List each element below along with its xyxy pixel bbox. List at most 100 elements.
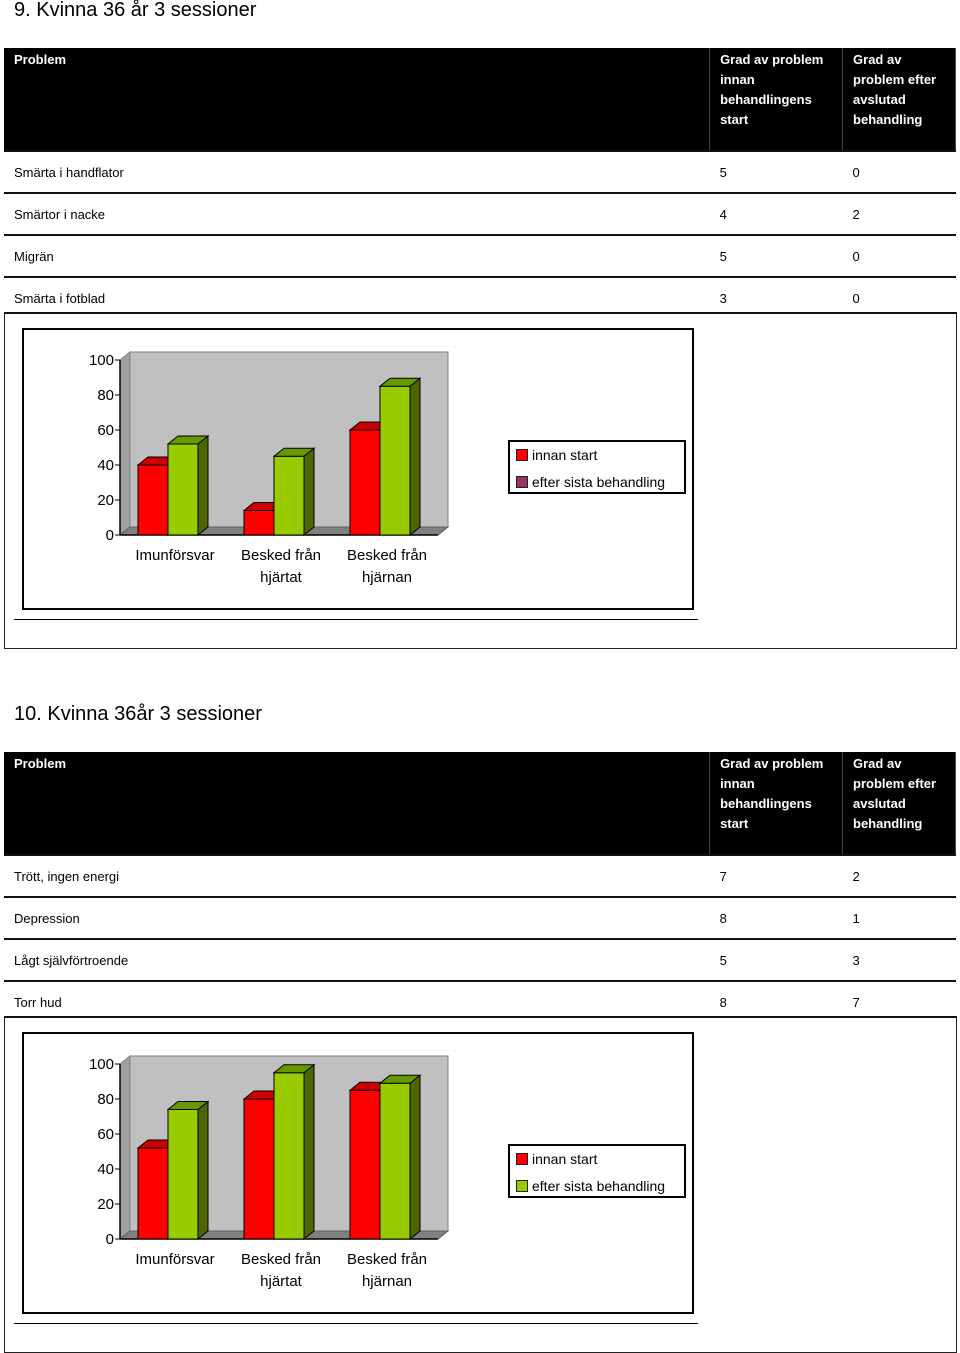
table-header-row: Problem Grad av problem innan behandling… (4, 752, 956, 855)
bar (272, 447, 316, 537)
x-tick-label: hjärtat (260, 1273, 303, 1290)
chart-side-wall (119, 350, 131, 537)
table-row: Torr hud 8 7 (4, 980, 956, 1022)
table-row: Migrän 5 0 (4, 234, 956, 277)
legend-swatch-innan (516, 449, 528, 461)
legend-swatch-innan (516, 1153, 528, 1165)
before-cell: 8 (709, 896, 843, 939)
bar-front (349, 429, 381, 536)
bar (378, 377, 422, 537)
y-tick-label: 0 (106, 527, 114, 544)
bar-front (137, 1147, 169, 1240)
problem-cell: Smärta i handflator (4, 150, 710, 193)
legend-swatch-efter (516, 1180, 528, 1192)
bar (378, 1074, 422, 1241)
x-tick-label: Besked från (347, 1251, 427, 1268)
bar-chart: 0 20 40 60 80 100 Imunförsvar Besked från hjärta… (89, 1054, 450, 1290)
before-cell: 5 (709, 234, 843, 277)
y-tick-label: 80 (97, 1091, 114, 1108)
chart-frame (4, 312, 957, 649)
x-tick-label: Imunförsvar (135, 547, 214, 564)
table-row: Smärta i handflator 5 0 (4, 150, 956, 193)
header-before: Grad av problem innan behandlingens star… (709, 752, 844, 855)
legend-label: efter sista behandling (532, 474, 666, 490)
chart-box: 0 20 40 60 80 100 Imunförsvar Besked från hjärta… (22, 1032, 694, 1314)
bar-front (243, 1098, 275, 1240)
legend-item: innan start (516, 1151, 597, 1167)
y-tick-label: 60 (97, 1126, 114, 1143)
after-cell: 2 (842, 854, 956, 897)
y-tick-label: 40 (97, 457, 114, 474)
before-cell: 8 (709, 980, 843, 1022)
table-row: Smärtor i nacke 4 2 (4, 192, 956, 235)
after-cell: 0 (842, 150, 956, 193)
after-cell: 3 (842, 938, 956, 981)
legend-item: innan start (516, 447, 597, 463)
bar-chart: 0 20 40 60 80 100 Imunförsvar Besked från hjärta… (89, 350, 450, 586)
table-header-row: Problem Grad av problem innan behandling… (4, 48, 956, 151)
y-tick-label: 20 (97, 492, 114, 509)
problem-cell: Trött, ingen energi (4, 854, 710, 897)
before-cell: 5 (709, 150, 843, 193)
problem-cell: Depression (4, 896, 710, 939)
legend-label: innan start (532, 447, 598, 463)
problem-table: Problem Grad av problem innan behandling… (4, 752, 956, 1022)
bar-front (379, 1082, 411, 1240)
after-cell: 1 (842, 896, 956, 939)
table-row: Trött, ingen energi 7 2 (4, 854, 956, 897)
bar-top (272, 1064, 316, 1074)
problem-table: Problem Grad av problem innan behandling… (4, 48, 956, 318)
section-title: 10. Kvinna 36år 3 sessioner (14, 703, 262, 725)
before-cell: 3 (709, 276, 843, 318)
x-tick-label: Besked från (241, 1251, 321, 1268)
legend-item: efter sista behandling (516, 1178, 665, 1194)
legend-label: efter sista behandling (532, 1178, 666, 1194)
problem-cell: Migrän (4, 234, 710, 277)
bar-front (349, 1089, 381, 1240)
x-tick-label: Besked från (241, 547, 321, 564)
problem-cell: Smärta i fotblad (4, 276, 710, 318)
table-row: Depression 8 1 (4, 896, 956, 939)
y-tick-label: 80 (97, 387, 114, 404)
problem-cell: Lågt självförtroende (4, 938, 710, 981)
legend-item: efter sista behandling (516, 474, 665, 490)
section-title: 9. Kvinna 36 år 3 sessioner (14, 0, 257, 21)
y-tick-label: 100 (89, 1056, 114, 1073)
table-row: Lågt självförtroende 5 3 (4, 938, 956, 981)
x-tick-label: hjärnan (362, 569, 412, 586)
y-tick-label: 40 (97, 1161, 114, 1178)
bar-front (167, 1109, 199, 1240)
x-tick-label: hjärtat (260, 569, 303, 586)
bar-top (166, 1101, 210, 1110)
y-tick-label: 0 (106, 1231, 114, 1248)
header-problem: Problem (4, 752, 711, 855)
header-after: Grad av problem efter avslutad behandlin… (842, 752, 956, 855)
bar-side (197, 1100, 209, 1241)
bar-side (409, 1074, 421, 1241)
bar (166, 1100, 210, 1241)
bar-side (409, 377, 421, 537)
problem-cell: Torr hud (4, 980, 710, 1022)
after-cell: 2 (842, 192, 956, 235)
bar-front (167, 443, 199, 536)
divider (14, 1323, 698, 1324)
x-tick-label: Besked från (347, 547, 427, 564)
bar-top (272, 447, 316, 457)
y-tick-label: 100 (89, 352, 114, 369)
bar (272, 1063, 316, 1241)
header-before: Grad av problem innan behandlingens star… (709, 48, 844, 151)
after-cell: 7 (842, 980, 956, 1022)
x-tick-label: Imunförsvar (135, 1251, 214, 1268)
table-row: Smärta i fotblad 3 0 (4, 276, 956, 318)
before-cell: 4 (709, 192, 843, 235)
x-tick-label: hjärnan (362, 1273, 412, 1290)
chart-legend: innan start efter sista behandling (508, 1144, 686, 1198)
bar-front (379, 385, 411, 536)
header-problem: Problem (4, 48, 711, 151)
divider (14, 619, 698, 620)
header-after: Grad av problem efter avslutad behandlin… (842, 48, 956, 151)
y-tick-label: 60 (97, 422, 114, 439)
after-cell: 0 (842, 276, 956, 318)
y-tick-label: 20 (97, 1196, 114, 1213)
bar-top (378, 1074, 422, 1084)
